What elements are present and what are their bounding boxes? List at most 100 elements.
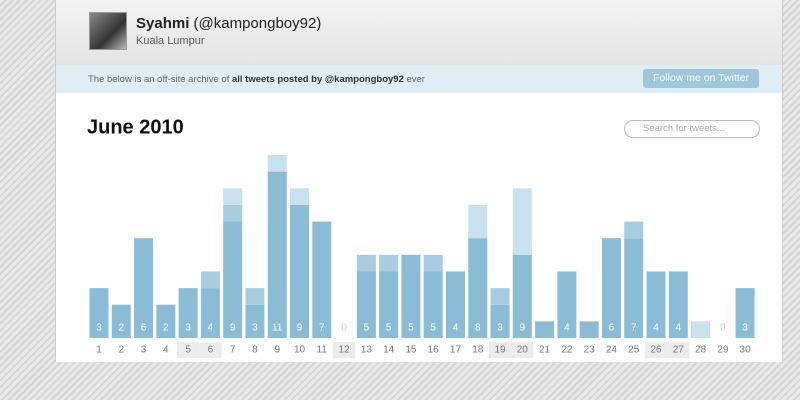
value-label: 3 (497, 323, 503, 334)
bar-segment (512, 188, 532, 255)
x-tick-label: 4 (163, 345, 169, 356)
weekend-cell (199, 342, 222, 358)
bar-segment (290, 188, 310, 205)
bar-segment (134, 238, 154, 338)
text-bold: all tweets posted by @kampongboy92 (231, 74, 404, 85)
bar-segment (223, 221, 243, 338)
bar-segment (691, 321, 711, 338)
bar-segment (601, 238, 621, 338)
bar-segment (646, 271, 666, 338)
x-tick-label: 15 (405, 345, 417, 356)
bar-segment (156, 304, 176, 338)
search-box[interactable]: Search for tweets... (624, 120, 760, 138)
profile-name: Syahmi (@kampongboy92) (136, 15, 321, 32)
search-placeholder: Search for tweets... (643, 123, 725, 134)
x-tick-label: 13 (361, 345, 373, 356)
x-tick-label: 1 (96, 345, 102, 356)
location: Kuala Lumpur (136, 35, 205, 47)
bar-segment (557, 271, 577, 338)
bar-segment (624, 238, 644, 338)
x-tick-label: 14 (383, 345, 395, 356)
x-tick-label: 19 (494, 345, 506, 356)
bar-segment (245, 304, 265, 338)
x-tick-label: 9 (274, 345, 280, 356)
bar-segment (624, 221, 644, 239)
bar-segment (423, 271, 443, 338)
weekend-cell (332, 342, 356, 358)
value-label: 4 (675, 323, 681, 334)
bar-segment (423, 254, 443, 272)
x-tick-label: 3 (141, 345, 147, 356)
bar-segment (401, 254, 421, 338)
value-label: 4 (453, 323, 459, 334)
value-label: 5 (386, 323, 392, 334)
value-label: 0 (720, 323, 726, 334)
bar-segment (668, 271, 688, 338)
bar-segment (223, 204, 243, 222)
name[interactable]: Syahmi (136, 15, 190, 32)
bar-segment (512, 254, 532, 338)
x-tick-label: 6 (208, 345, 214, 356)
bar-segment (445, 271, 465, 338)
value-label: 4 (564, 323, 570, 334)
banner: The below is an off-site archive of all … (56, 65, 782, 93)
value-label: 8 (475, 323, 481, 334)
value-label: 2 (163, 323, 169, 334)
bar-segment (490, 304, 510, 338)
x-tick-label: 28 (695, 345, 707, 356)
weekend-cell (488, 342, 512, 358)
x-tick-label: 12 (339, 345, 351, 356)
bar-segment (267, 171, 287, 338)
bar-segment (356, 254, 376, 272)
value-label: 2 (118, 323, 124, 334)
value-label: 5 (408, 323, 414, 334)
bar-segment (245, 288, 265, 305)
bar-segment (200, 288, 220, 338)
x-tick-label: 8 (252, 345, 258, 356)
bar-segment (379, 254, 399, 272)
bar-segment (468, 204, 488, 239)
bar-segment (267, 155, 287, 172)
x-tick-label: 23 (584, 345, 596, 356)
value-label: 6 (141, 323, 147, 334)
x-tick-label: 22 (561, 345, 573, 356)
x-tick-label: 25 (628, 345, 640, 356)
bar-segment (379, 271, 399, 338)
bar-segment (735, 288, 755, 338)
x-tick-label: 30 (740, 345, 752, 356)
text: ever (406, 74, 425, 85)
profile-header: Syahmi (@kampongboy92) Kuala Lumpur (56, 0, 782, 65)
x-tick-label: 5 (185, 345, 191, 356)
x-tick-label: 24 (606, 345, 618, 356)
follow-button[interactable]: Follow me on Twitter (643, 69, 759, 88)
value-label: 3 (96, 323, 102, 334)
bar-segment (111, 304, 131, 338)
avatar[interactable] (89, 12, 127, 50)
banner-text: The below is an off-site archive of all … (88, 74, 425, 85)
weekend-cell (644, 342, 668, 358)
bar-segment (490, 288, 510, 305)
bar-segment (356, 271, 376, 338)
value-label: 3 (742, 323, 748, 334)
x-tick-label: 18 (472, 345, 484, 356)
x-tick-label: 16 (428, 345, 440, 356)
value-label: 9 (297, 323, 303, 334)
bar-segment (223, 188, 243, 205)
text: The below is an off-site archive of (88, 74, 230, 85)
weekend-cell (176, 342, 200, 358)
weekend-cell (511, 342, 534, 358)
value-label: 5 (364, 323, 370, 334)
value-label: 3 (252, 323, 258, 334)
x-tick-label: 17 (450, 345, 462, 356)
x-tick-label: 21 (539, 345, 551, 356)
value-label: 7 (319, 323, 325, 334)
value-label: 4 (208, 323, 214, 334)
bar-segment (290, 204, 310, 338)
bar-segment (178, 288, 198, 338)
bar-segment (312, 221, 332, 338)
bar-segment (200, 271, 220, 289)
x-tick-label: 27 (673, 345, 685, 356)
value-label: 0 (341, 323, 347, 334)
value-label: 11 (272, 323, 283, 334)
